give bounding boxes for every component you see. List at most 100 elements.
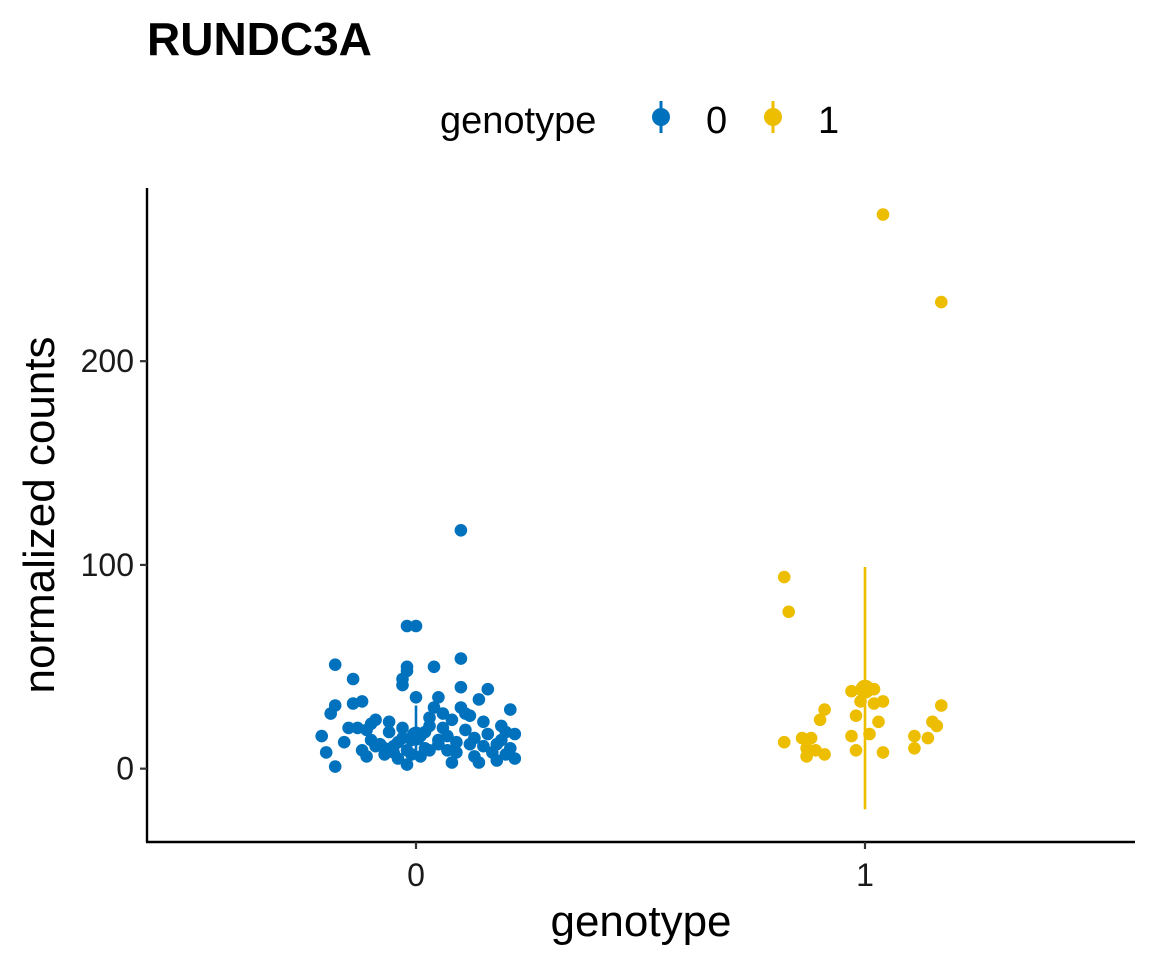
data-point — [369, 739, 382, 753]
data-point — [876, 208, 890, 221]
data-point — [319, 746, 333, 759]
data-point — [328, 699, 342, 712]
data-point — [441, 744, 454, 757]
data-point — [427, 701, 441, 714]
data-point — [908, 742, 921, 755]
data-point — [432, 691, 445, 704]
data-point — [463, 709, 477, 722]
data-point — [369, 713, 382, 727]
x-tick-label: 0 — [407, 857, 425, 893]
data-point — [382, 715, 396, 729]
chart-title: RUNDC3A — [147, 13, 372, 65]
data-point — [400, 758, 414, 771]
series-0 — [315, 524, 522, 773]
legend-title: genotype — [440, 100, 596, 142]
data-point — [355, 695, 369, 708]
data-point — [450, 735, 463, 749]
y-axis-ticks: 0 100 200 — [81, 343, 147, 787]
data-point — [935, 295, 948, 309]
data-point — [935, 699, 948, 712]
data-point — [477, 715, 490, 729]
data-point — [782, 605, 795, 619]
y-tick-label: 100 — [81, 547, 134, 583]
data-point — [409, 619, 423, 633]
data-point — [908, 729, 921, 743]
legend-key-point-0 — [652, 108, 670, 126]
data-point — [400, 619, 414, 633]
data-point — [423, 744, 436, 757]
data-point — [795, 731, 809, 745]
mean-point — [855, 679, 875, 699]
data-point — [342, 721, 355, 735]
data-point — [436, 707, 450, 720]
data-point — [396, 721, 409, 735]
legend-label-0: 0 — [706, 100, 727, 142]
data-point — [454, 680, 468, 694]
data-point — [432, 737, 445, 751]
data-point — [800, 750, 813, 763]
data-point — [477, 739, 490, 753]
data-point — [849, 709, 863, 722]
data-point — [400, 664, 414, 678]
data-point — [508, 752, 522, 765]
data-point — [849, 744, 863, 757]
data-point — [472, 693, 486, 706]
data-point — [454, 652, 468, 665]
data-point — [490, 754, 504, 767]
data-point — [382, 725, 396, 739]
data-point — [328, 760, 342, 773]
data-point — [441, 729, 454, 743]
data-point — [445, 756, 459, 769]
data-point — [818, 748, 831, 761]
data-point — [845, 729, 858, 743]
data-point — [423, 719, 436, 733]
data-point — [387, 746, 400, 759]
data-point — [481, 727, 495, 741]
data-point — [845, 684, 858, 698]
data-point — [481, 682, 495, 696]
plot-area — [315, 208, 948, 810]
data-point — [360, 723, 373, 737]
data-point — [863, 727, 876, 741]
legend-key-point-1 — [764, 108, 782, 126]
data-point — [504, 703, 517, 716]
data-point — [328, 658, 342, 671]
data-point — [391, 735, 405, 749]
legend-item-1: 1 — [764, 100, 839, 142]
data-point — [777, 735, 791, 749]
data-point — [337, 735, 351, 749]
series-1 — [777, 208, 948, 810]
data-point — [818, 703, 831, 716]
data-point — [346, 672, 360, 686]
data-point — [921, 731, 935, 745]
data-point — [459, 723, 472, 737]
data-point — [804, 731, 818, 745]
data-point — [445, 713, 459, 727]
data-point — [777, 570, 791, 584]
data-point — [468, 731, 481, 745]
y-tick-label: 200 — [81, 343, 134, 379]
data-point — [427, 660, 441, 674]
data-point — [504, 742, 517, 755]
data-point — [876, 746, 890, 759]
data-point — [472, 756, 486, 769]
data-point — [508, 727, 522, 741]
legend-item-0: 0 — [652, 100, 727, 142]
data-point — [876, 695, 890, 708]
data-point — [315, 729, 329, 743]
data-point — [360, 750, 373, 763]
x-axis-title: genotype — [550, 897, 731, 946]
data-point — [409, 691, 423, 704]
y-tick-label: 0 — [116, 751, 134, 787]
data-point — [454, 524, 468, 537]
data-point — [930, 719, 944, 733]
legend: genotype 0 1 — [440, 100, 839, 142]
x-tick-label: 1 — [856, 857, 874, 893]
legend-label-1: 1 — [818, 100, 839, 142]
data-point — [872, 715, 885, 729]
y-axis-title: normalized counts — [15, 336, 64, 693]
data-point — [813, 713, 827, 727]
mean-point — [406, 726, 426, 746]
